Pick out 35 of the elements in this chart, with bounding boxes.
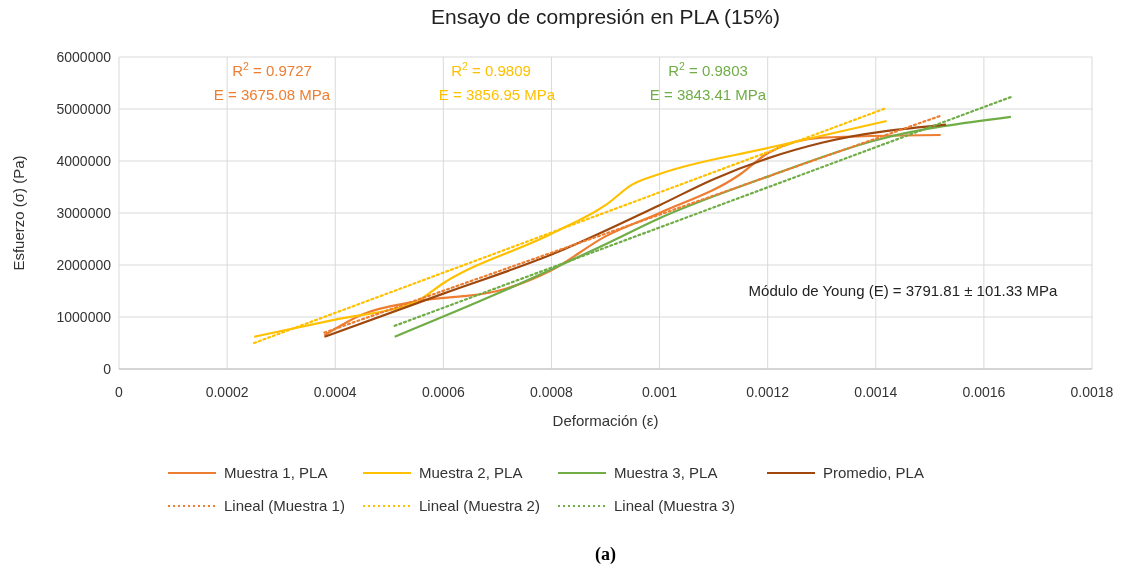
x-tick-label: 0.0008 <box>530 384 574 400</box>
annotation: E = 3856.95 MPa <box>438 86 556 103</box>
legend-label: Lineal (Muestra 2) <box>419 497 540 515</box>
y-tick-label: 1000000 <box>56 308 112 325</box>
legend-label: Muestra 3, PLA <box>614 464 718 482</box>
x-tick-label: 0.001 <box>642 384 678 400</box>
y-tick-label: 5000000 <box>56 100 112 117</box>
x-tick-label: 0.0018 <box>1070 384 1114 400</box>
x-tick-label: 0 <box>115 384 124 400</box>
legend-label: Muestra 2, PLA <box>419 464 523 482</box>
x-tick-label: 0.0014 <box>854 384 898 400</box>
annotation: Módulo de Young (E) = 3791.81 ± 101.33 MPa <box>748 282 1059 299</box>
legend-label: Lineal (Muestra 3) <box>614 497 735 515</box>
x-tick-label: 0.0006 <box>421 384 465 400</box>
y-tick-label: 6000000 <box>56 48 112 65</box>
legend-label: Promedio, PLA <box>823 464 924 482</box>
y-tick-label: 2000000 <box>56 256 112 273</box>
text: (a) <box>595 544 616 565</box>
x-tick-label: 0.0016 <box>962 384 1006 400</box>
annotation: R$^{2}$ = 0.9803 <box>668 60 748 79</box>
y-tick-label: 0 <box>103 360 112 377</box>
annotation: E = 3675.08 MPa <box>213 86 331 103</box>
annotation: E = 3843.41 MPa <box>649 86 767 103</box>
x-tick-label: 0.0002 <box>205 384 249 400</box>
y-axis-title: Esfuerzo (σ) (Pa) <box>10 155 27 271</box>
x-tick-label: 0.0012 <box>746 384 790 400</box>
legend-label: Muestra 1, PLA <box>224 464 328 482</box>
y-tick-label: 3000000 <box>56 204 112 221</box>
y-tick-label: 4000000 <box>56 152 112 169</box>
legend-label: Lineal (Muestra 1) <box>224 497 345 515</box>
annotation: R$^{2}$ = 0.9727 <box>232 60 312 79</box>
annotation: R$^{2}$ = 0.9809 <box>451 60 531 79</box>
chart-title: Ensayo de compresión en PLA (15%) <box>430 5 781 28</box>
x-tick-label: 0.0004 <box>313 384 357 400</box>
x-axis-title: Deformación (ε) <box>552 412 659 429</box>
